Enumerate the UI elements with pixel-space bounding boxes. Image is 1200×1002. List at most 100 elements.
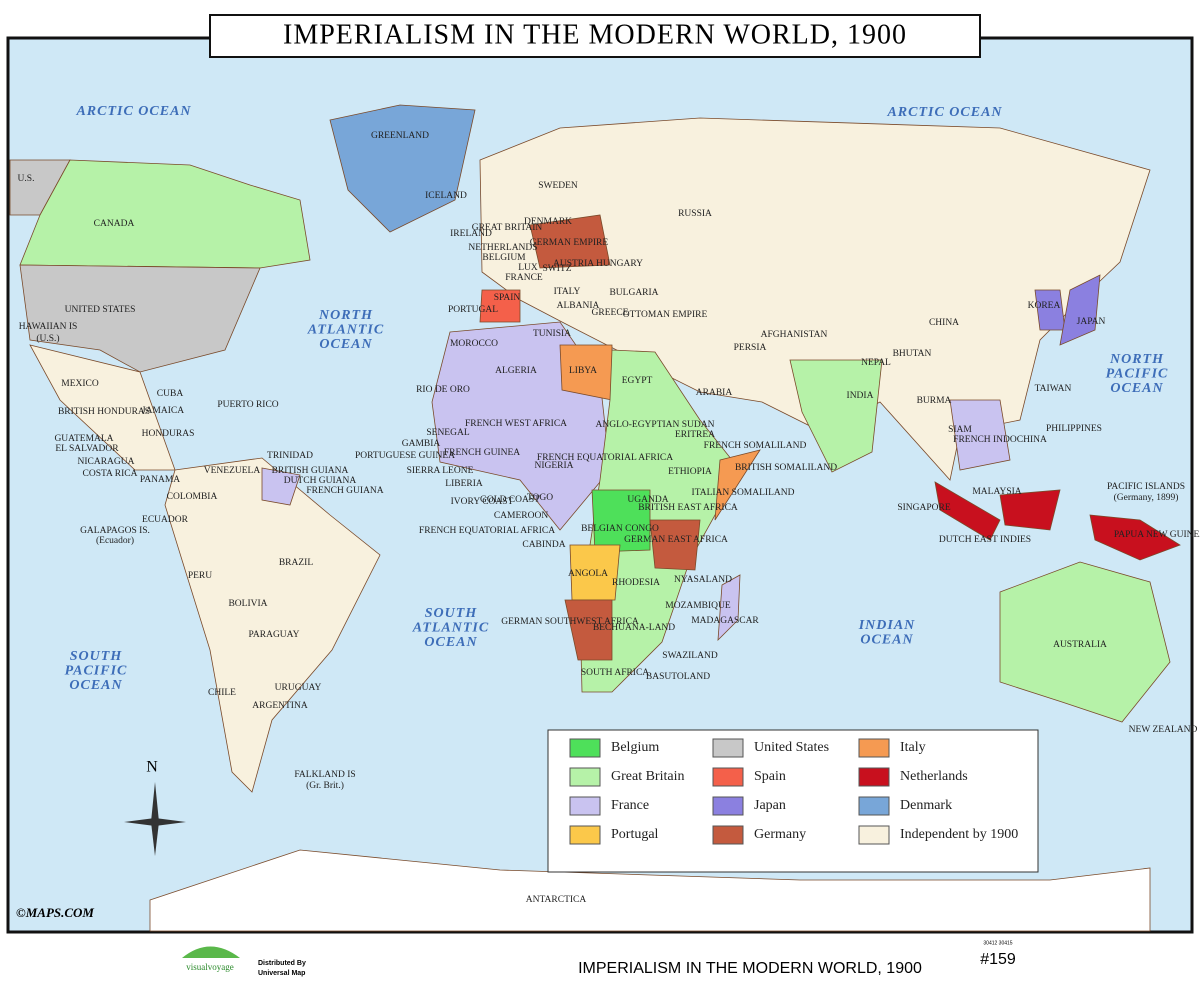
ocean-label: OCEAN (1110, 381, 1163, 396)
legend-label: Italy (900, 740, 926, 755)
place-label: BULGARIA (609, 288, 658, 298)
place-label: ERITREA (675, 430, 715, 440)
place-label: PERU (188, 571, 212, 581)
place-label: BASUTOLAND (646, 672, 710, 682)
place-label: DENMARK (524, 217, 572, 227)
ocean-label: OCEAN (69, 678, 122, 693)
place-label: U.S. (18, 174, 35, 184)
place-label: MOROCCO (450, 339, 498, 349)
place-label: HAWAIIAN IS (19, 322, 78, 332)
place-label: GERMAN EAST AFRICA (624, 535, 728, 545)
place-label: LIBERIA (445, 479, 483, 489)
compass-label: N (146, 759, 158, 776)
place-label: CANADA (94, 219, 135, 229)
place-label: SIAM (948, 425, 972, 435)
brand: visualvoyage (186, 962, 234, 972)
place-label: FRENCH EQUATORIAL AFRICA (537, 453, 673, 463)
place-label: TRINIDAD (267, 451, 313, 461)
codes: 30412 30415 (983, 940, 1012, 946)
place-label: SWEDEN (538, 181, 578, 191)
place-label: IRELAND (450, 229, 492, 239)
place-label: JAMAICA (142, 406, 184, 416)
ocean-label: ARCTIC OCEAN (75, 104, 191, 119)
place-label: NYASALAND (674, 575, 732, 585)
place-label: ARABIA (696, 388, 733, 398)
place-label: FRANCE (505, 273, 543, 283)
place-label: AUSTRALIA (1053, 640, 1107, 650)
legend-swatch (569, 738, 601, 758)
place-label: ANTARCTICA (526, 895, 587, 905)
place-label: FRENCH EQUATORIAL AFRICA (419, 526, 555, 536)
place-label: BELGIAN CONGO (581, 524, 659, 534)
place-label: SPAIN (494, 293, 521, 303)
legend-swatch (858, 825, 890, 845)
place-label: GERMAN SOUTHWEST AFRICA (501, 617, 639, 627)
place-label: NEPAL (861, 358, 891, 368)
place-label: MEXICO (61, 379, 99, 389)
place-label: BRITISH HONDURAS (58, 407, 150, 417)
legend-label: Denmark (900, 798, 952, 813)
place-label: GREECE (592, 308, 629, 318)
place-label: BOLIVIA (228, 599, 267, 609)
place-label: FRENCH WEST AFRICA (465, 419, 567, 429)
place-label: ICELAND (425, 191, 467, 201)
legend-label: Great Britain (611, 769, 684, 784)
place-label: PACIFIC ISLANDS (1107, 482, 1185, 492)
place-label: PERSIA (734, 343, 767, 353)
place-label: SWITZ (542, 264, 571, 274)
ocean-label: INDIAN (858, 618, 916, 633)
place-label: HONDURAS (142, 429, 195, 439)
place-label: NEW ZEALAND (1129, 725, 1198, 735)
place-label: PHILIPPINES (1046, 424, 1102, 434)
place-label: (Germany, 1899) (1114, 492, 1179, 503)
place-label: FRENCH SOMALILAND (704, 441, 807, 451)
ocean-label: OCEAN (319, 337, 372, 352)
place-label: BECHUANA-LAND (593, 623, 675, 633)
place-label: TUNISIA (533, 329, 571, 339)
place-label: VENEZUELA (204, 466, 261, 476)
place-label: EL SALVADOR (55, 444, 119, 454)
distributed: Distributed By (258, 960, 306, 967)
place-label: CUBA (157, 389, 184, 399)
place-label: GREENLAND (371, 131, 429, 141)
place-label: PAPUA NEW GUINEA (1114, 530, 1200, 540)
place-label: PUERTO RICO (217, 400, 278, 410)
footer-title: IMPERIALISM IN THE MODERN WORLD, 1900 (578, 960, 922, 977)
place-label: TOGO (527, 493, 553, 503)
place-label: (Gr. Brit.) (306, 780, 344, 791)
logo (182, 946, 240, 958)
ocean-label: OCEAN (424, 635, 477, 650)
legend-label: France (611, 798, 649, 813)
ocean-label: SOUTH (70, 649, 123, 664)
ocean-label: ARCTIC OCEAN (886, 105, 1002, 120)
place-label: SWAZILAND (662, 651, 718, 661)
legend-box (547, 729, 1039, 873)
place-label: (U.S.) (36, 333, 59, 344)
place-label: AFGHANISTAN (761, 330, 828, 340)
place-label: FRENCH INDOCHINA (953, 435, 1047, 445)
place-label: CAMEROON (494, 511, 549, 521)
ocean-label: PACIFIC (1106, 367, 1169, 382)
place-label: LIBYA (569, 366, 597, 376)
legend-swatch (712, 796, 744, 816)
place-label: NICARAGUA (78, 457, 135, 467)
place-label: OTTOMAN EMPIRE (623, 310, 708, 320)
legend-swatch (569, 796, 601, 816)
legend-label: Germany (754, 827, 806, 842)
legend-swatch (712, 767, 744, 787)
place-label: KOREA (1028, 301, 1061, 311)
legend-swatch (858, 738, 890, 758)
place-label: RUSSIA (678, 209, 712, 219)
place-label: ANGLO-EGYPTIAN SUDAN (595, 420, 714, 430)
place-label: ANGOLA (568, 569, 608, 579)
place-label: EGYPT (622, 376, 653, 386)
land (9, 104, 1181, 932)
ocean-label: NORTH (318, 308, 373, 323)
place-label: ALGERIA (495, 366, 537, 376)
place-label: COLOMBIA (167, 492, 218, 502)
place-label: MADAGASCAR (691, 616, 759, 626)
ocean-label: SOUTH (425, 606, 478, 621)
place-label: PARAGUAY (248, 630, 299, 640)
place-label: PANAMA (140, 475, 180, 485)
place-label: JAPAN (1077, 317, 1106, 327)
